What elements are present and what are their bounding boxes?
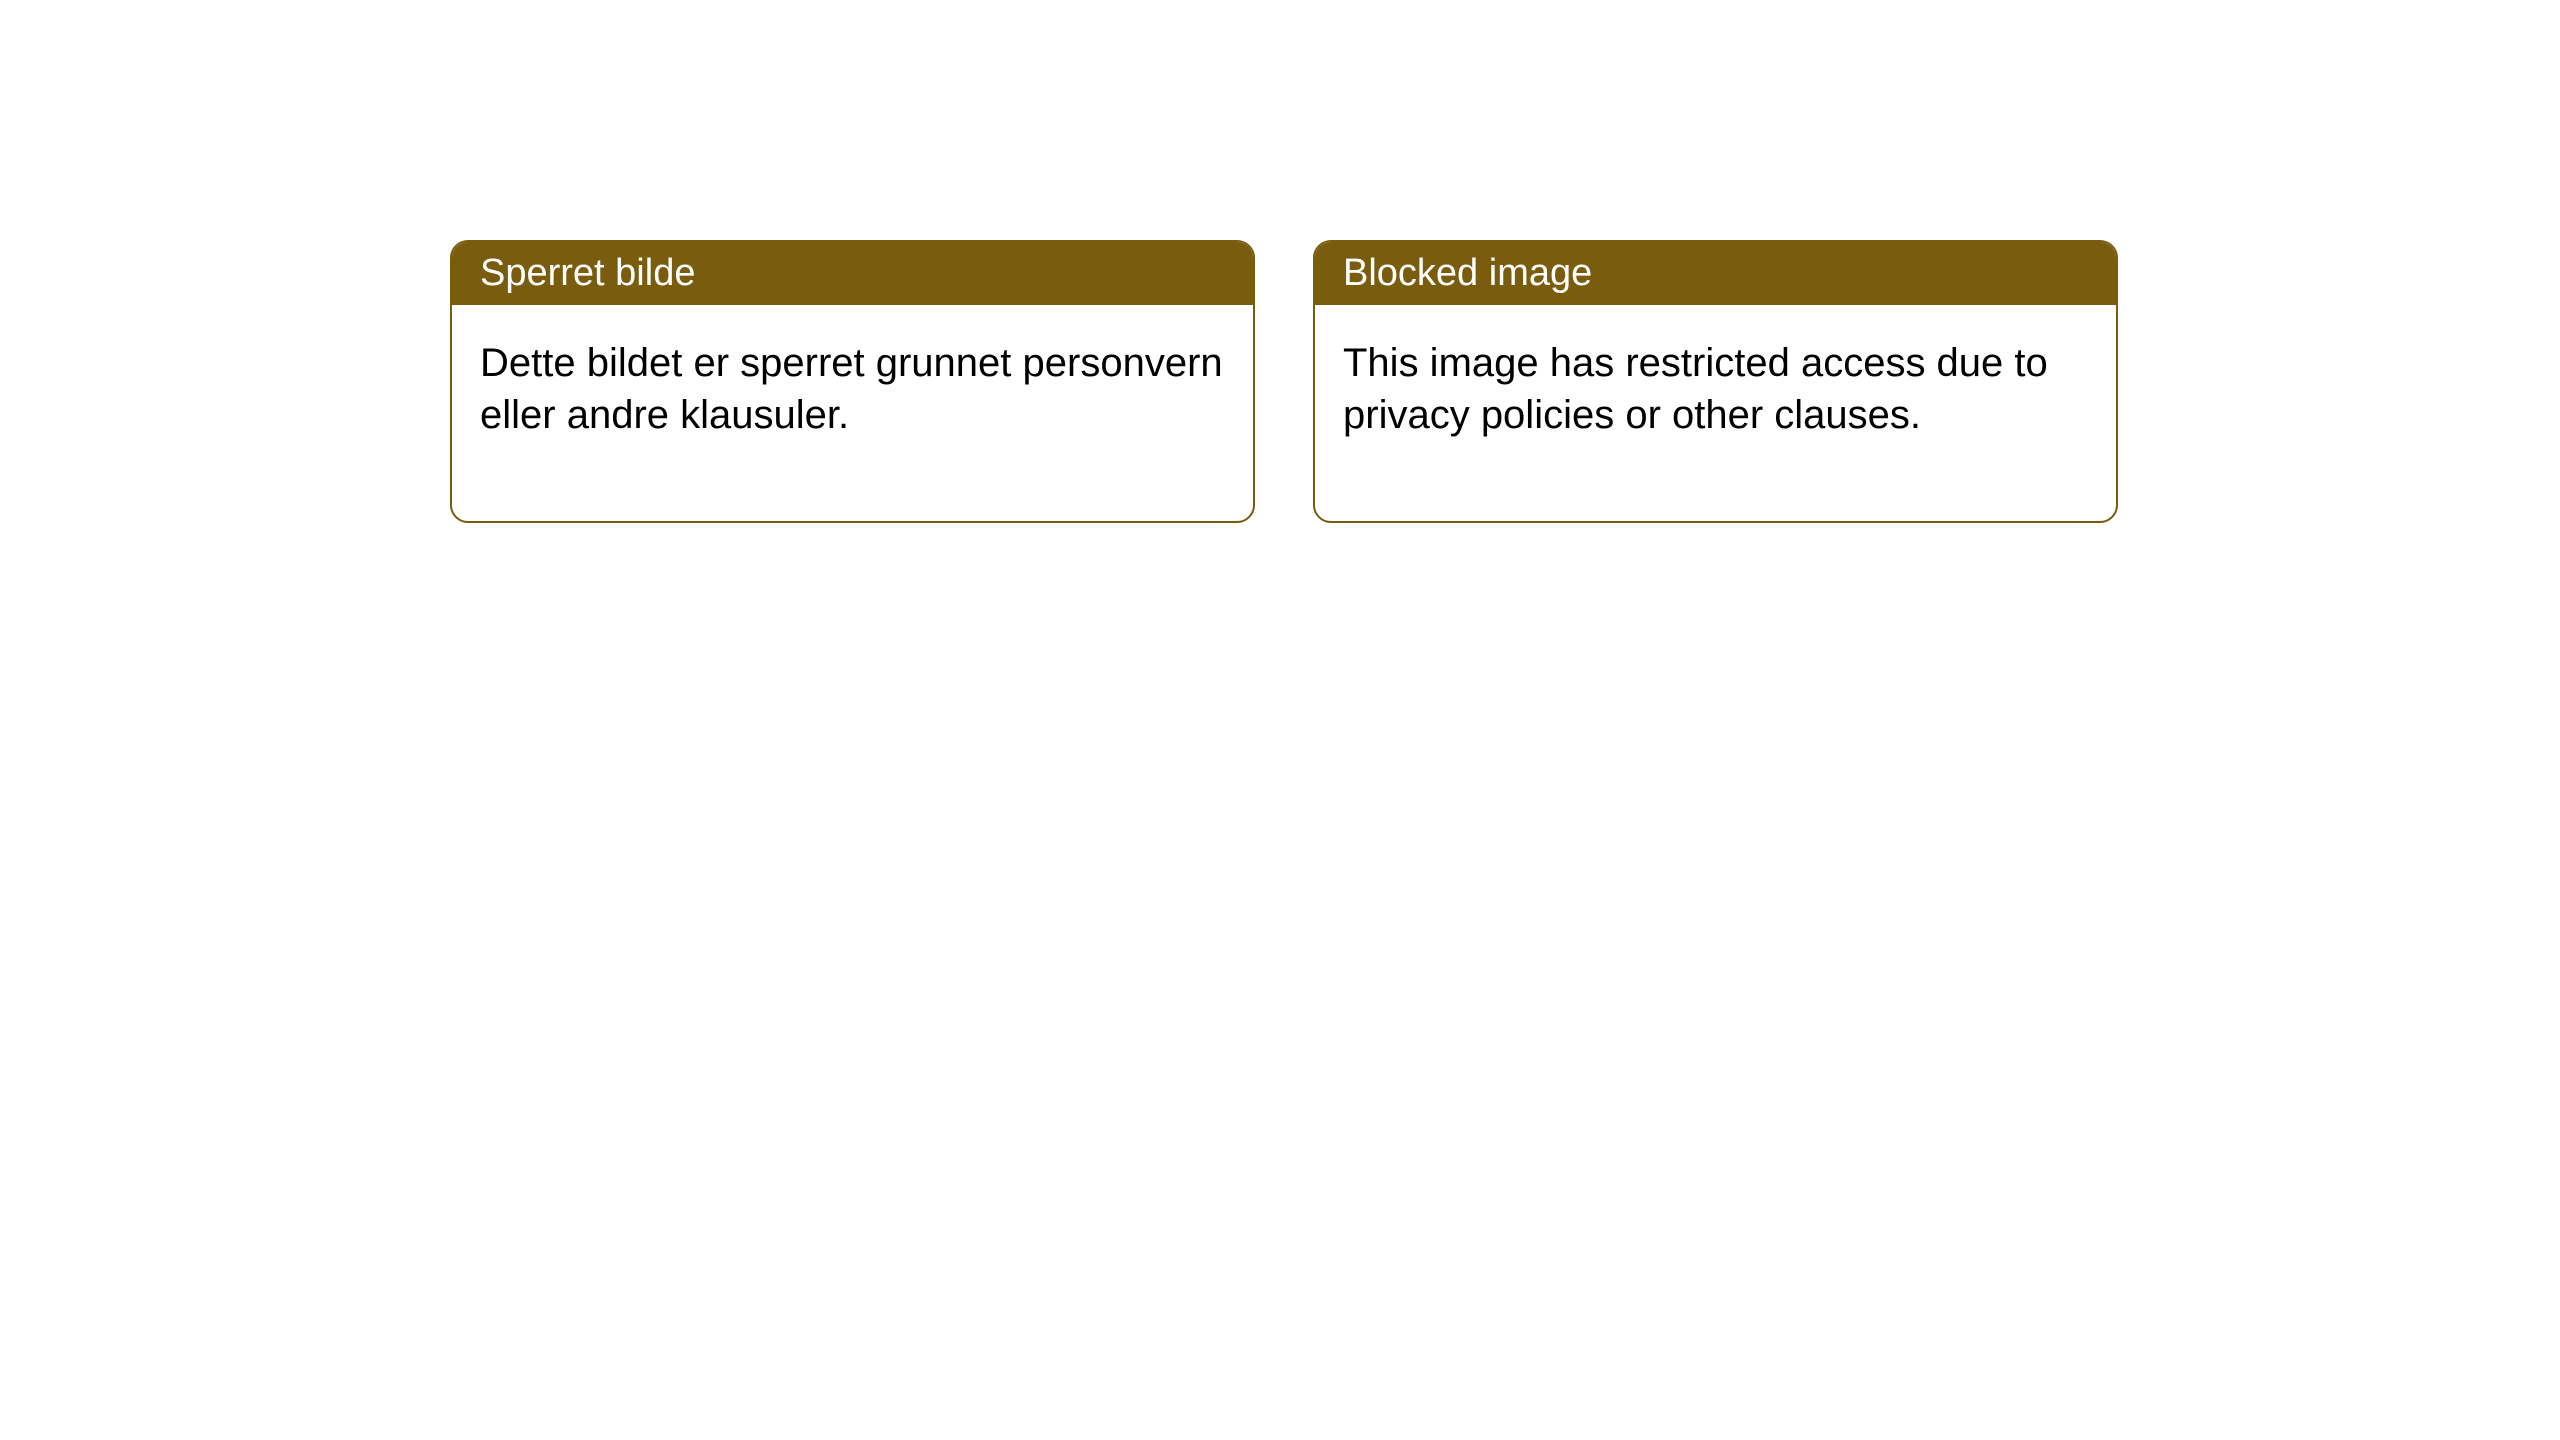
notice-card-english: Blocked image This image has restricted … <box>1313 240 2118 523</box>
card-body-text: Dette bildet er sperret grunnet personve… <box>480 341 1223 437</box>
card-title: Blocked image <box>1343 252 1592 294</box>
notice-cards-container: Sperret bilde Dette bildet er sperret gr… <box>450 240 2560 523</box>
card-title: Sperret bilde <box>480 252 695 294</box>
card-body: This image has restricted access due to … <box>1315 305 2116 521</box>
card-header: Sperret bilde <box>452 242 1253 305</box>
notice-card-norwegian: Sperret bilde Dette bildet er sperret gr… <box>450 240 1255 523</box>
card-header: Blocked image <box>1315 242 2116 305</box>
card-body: Dette bildet er sperret grunnet personve… <box>452 305 1253 521</box>
card-body-text: This image has restricted access due to … <box>1343 341 2048 437</box>
